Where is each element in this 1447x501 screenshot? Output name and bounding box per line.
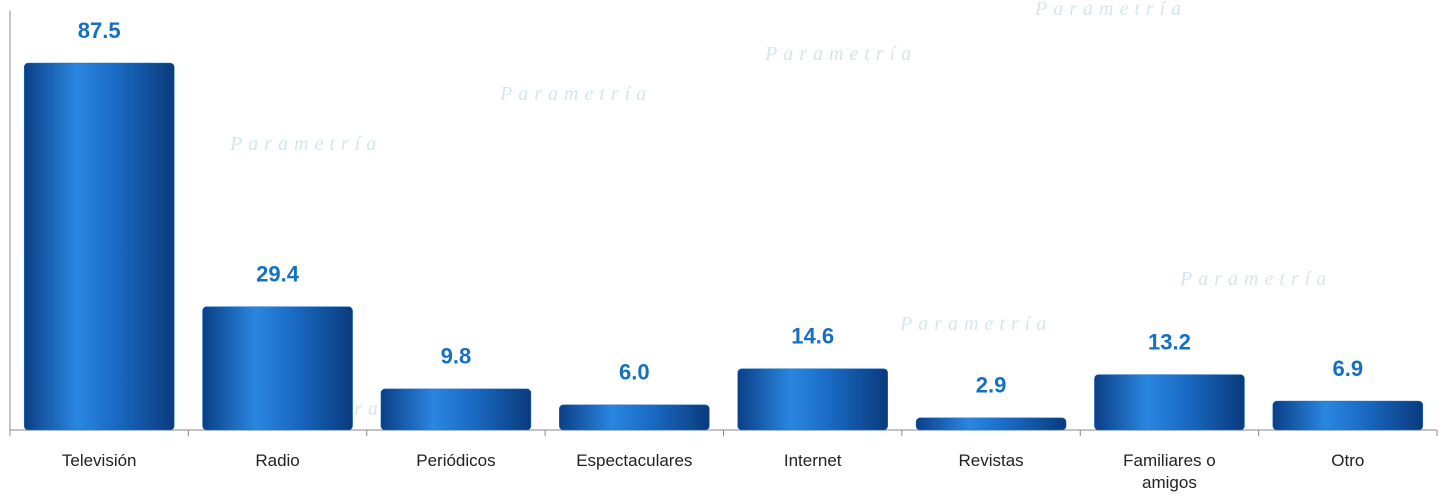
x-label-box: Periódicos: [416, 451, 496, 470]
watermark: Parametría: [899, 313, 1052, 335]
x-label-box: Espectaculares: [576, 451, 693, 470]
x-tick-label: Internet: [783, 451, 842, 470]
watermark: Parametría: [1179, 268, 1332, 290]
watermark: Parametría: [764, 43, 917, 65]
x-label-box: Otro: [1331, 451, 1365, 470]
bar: [1272, 400, 1424, 431]
value-label: 2.9: [976, 373, 1007, 398]
watermark-layer: Parametría Parametría Parametría Parametría…: [229, 0, 1332, 420]
watermark: Parametría: [499, 83, 652, 105]
value-label: 14.6: [791, 324, 834, 349]
bar: [915, 417, 1067, 431]
x-tick-label: Periódicos: [416, 451, 496, 470]
x-tick-label: Revistas: [958, 451, 1024, 470]
x-tick-label: Radio: [255, 451, 300, 470]
watermark: Parametría: [1034, 0, 1187, 20]
x-label-box: Internet: [783, 451, 842, 470]
bar: [380, 388, 532, 431]
value-label: 13.2: [1148, 329, 1191, 354]
bar: [1094, 374, 1245, 431]
value-label: 6.0: [619, 360, 650, 385]
x-tick-label: Otro: [1331, 451, 1365, 470]
value-label: 6.9: [1333, 356, 1364, 381]
x-label-box: Televisión: [61, 451, 137, 470]
value-label: 29.4: [256, 262, 300, 287]
x-tick-label: Familiares o amigos: [1123, 451, 1216, 492]
bar: [202, 306, 353, 431]
bar: [23, 62, 175, 431]
value-label: 9.8: [441, 344, 472, 369]
watermark: Parametría: [229, 133, 382, 155]
bar: [559, 404, 710, 431]
x-tick-label: Espectaculares: [576, 451, 693, 470]
x-label-box: Radio: [255, 451, 300, 470]
value-label: 87.5: [78, 18, 121, 43]
x-tick-label: Televisión: [61, 451, 137, 470]
x-label-box: Familiares o amigos: [1123, 451, 1216, 492]
x-label-box: Revistas: [958, 451, 1024, 470]
bar: [737, 368, 888, 431]
